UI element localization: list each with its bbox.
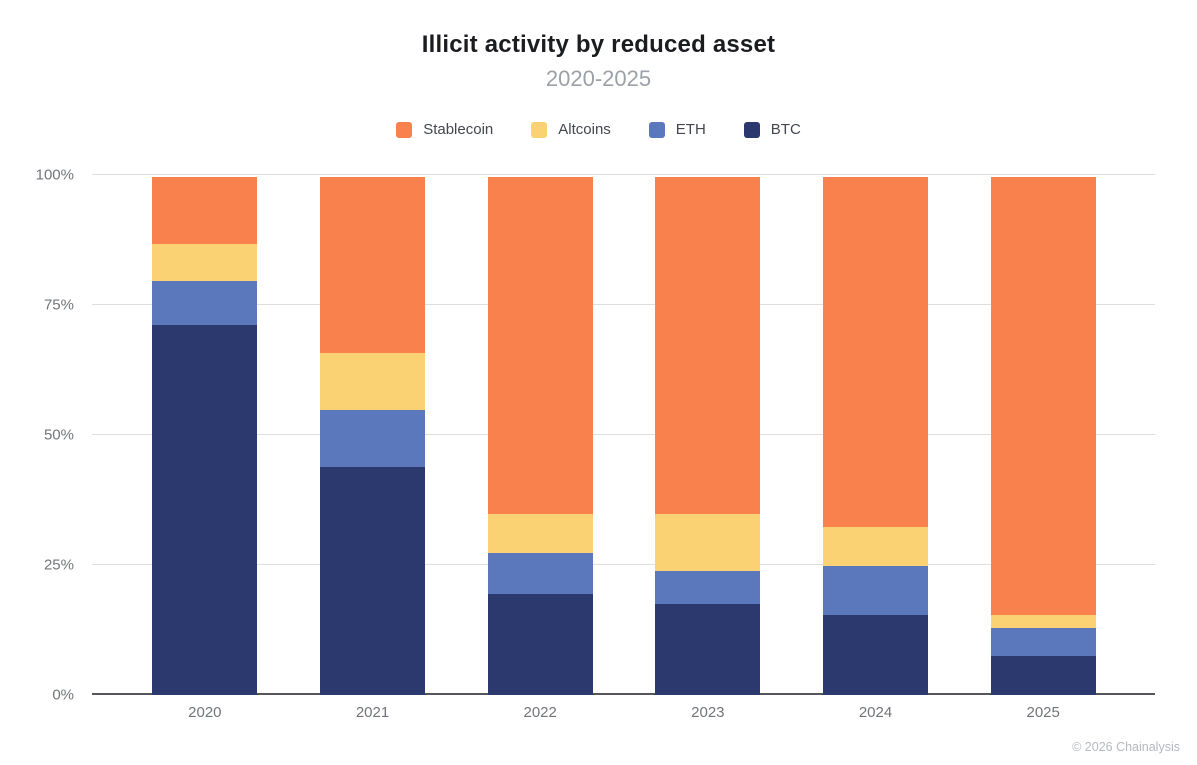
bar-segment-btc-2024 [823,614,929,695]
bar-2023 [655,177,761,695]
x-axis-line [92,693,1155,695]
bar-2020 [152,177,258,695]
x-tick-label-2021: 2021 [355,704,390,721]
bar-segment-btc-2020 [152,324,258,695]
x-axis-labels: 2020 2021 2022 2023 2024 2025 [121,704,1127,721]
bar-segment-eth-2025 [990,627,1096,657]
legend-label: Stablecoin [423,121,494,138]
bar-segment-stablecoin-2024 [823,177,929,527]
bar-segment-eth-2024 [823,565,929,615]
bar-2021 [320,177,425,695]
bar-slot-2020 [121,175,289,695]
bars [121,175,1127,695]
legend-swatch-altcoins [531,121,548,138]
gridline-50 [92,434,1155,435]
gridline-100 [92,174,1155,175]
bar-segment-altcoins-2023 [655,513,761,571]
bar-segment-eth-2020 [152,280,258,325]
x-tick-label-2022: 2022 [523,704,557,721]
bar-segment-btc-2021 [320,467,425,695]
bar-segment-altcoins-2020 [152,244,258,281]
legend-label: ETH [675,121,706,138]
bar-segment-btc-2022 [487,594,593,695]
y-tick-label-50: 50% [43,426,74,444]
bar-segment-stablecoin-2021 [320,177,425,354]
legend-item-altcoins: Altcoins [531,121,611,138]
gridline-75 [92,304,1155,305]
y-tick-label-0: 0% [52,686,74,704]
legend-label: BTC [770,121,801,138]
bar-segment-stablecoin-2023 [655,177,761,514]
bar-slot-2022 [456,175,624,695]
y-tick-label-25: 25% [43,556,74,574]
bar-segment-btc-2023 [655,604,761,695]
bar-segment-stablecoin-2020 [152,177,258,245]
bar-segment-altcoins-2024 [823,526,929,566]
bar-segment-btc-2025 [990,656,1096,695]
bar-slot-2025 [959,175,1127,695]
bar-segment-eth-2023 [655,570,761,605]
bar-slot-2024 [792,175,960,695]
x-tick-label-2020: 2020 [188,704,222,721]
bar-segment-eth-2022 [487,552,593,594]
y-tick-label-75: 75% [43,296,74,314]
y-tick-label-100: 100% [35,166,74,184]
plot-area: 2020 2021 2022 2023 2024 2025 [92,174,1155,721]
bar-2022 [487,177,593,695]
bar-segment-stablecoin-2022 [487,177,593,514]
bar-segment-altcoins-2021 [320,353,425,411]
bar-segment-stablecoin-2025 [990,177,1096,615]
legend-swatch-eth [648,121,665,138]
legend-item-btc: BTC [743,121,801,138]
bar-segment-altcoins-2025 [990,614,1096,628]
chart-title: Illicit activity by reduced asset [421,31,776,58]
x-tick-label-2024: 2024 [858,704,893,721]
x-tick-label-2025: 2025 [1026,704,1060,721]
legend-swatch-btc [743,121,760,138]
bar-segment-eth-2021 [320,410,425,468]
bar-slot-2023 [624,175,792,695]
bar-slot-2021 [289,175,457,695]
y-axis-labels: 0% 25% 50% 75% 100% [0,167,82,704]
bar-2024 [823,177,929,695]
bar-segment-altcoins-2022 [487,513,593,553]
gridline-25 [92,564,1155,565]
x-tick-label-2023: 2023 [691,704,725,721]
legend-label: Altcoins [558,121,611,138]
chart-subtitle: 2020-2025 [545,66,652,91]
copyright-text: © 2026 Chainalysis [1072,740,1180,754]
legend-item-stablecoin: Stablecoin [396,121,493,138]
legend-swatch-stablecoin [396,121,413,138]
legend: Stablecoin Altcoins ETH BTC [0,121,1197,138]
legend-item-eth: ETH [648,121,706,138]
bar-2025 [990,177,1096,695]
